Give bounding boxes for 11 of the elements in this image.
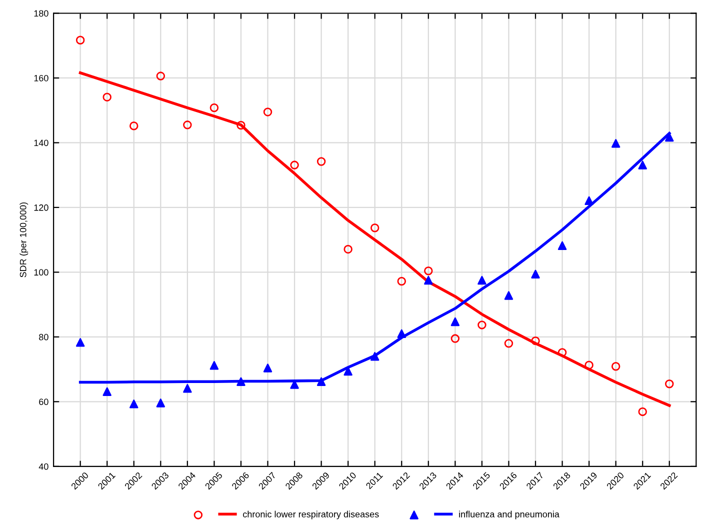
y-tick-label: 160 [34, 74, 48, 82]
y-tick-label: 40 [38, 463, 48, 470]
y-axis-title: SDR (per 100,000) [20, 202, 28, 278]
legend-label: influenza and pneumonia [459, 510, 560, 520]
y-tick-label: 80 [39, 334, 48, 340]
y-tick-label: 120 [34, 204, 48, 211]
y-tick-label: 180 [34, 10, 48, 17]
y-tick-label: 60 [39, 398, 48, 406]
y-tick-label: 140 [34, 140, 48, 146]
y-tick-label: 100 [34, 269, 48, 276]
legend-label: chronic lower respiratory diseases [243, 510, 379, 520]
